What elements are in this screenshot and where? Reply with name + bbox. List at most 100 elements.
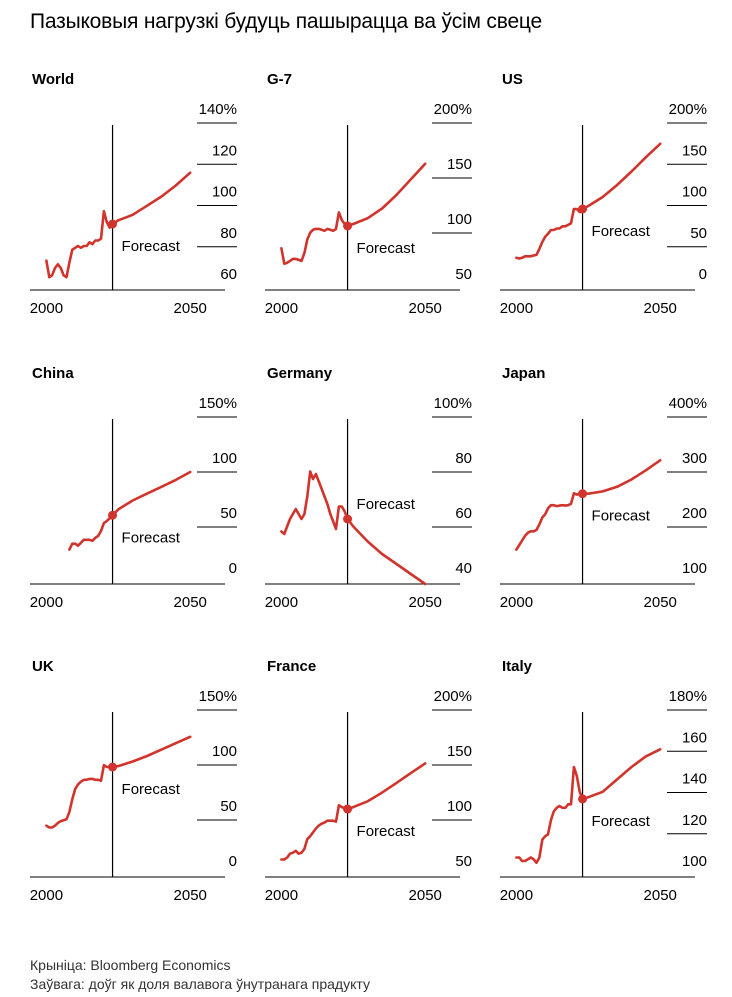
chart-title: G-7 [267,71,292,88]
y-tick-label: 100% [434,395,472,412]
forecast-marker [108,510,118,520]
source-note: Крыніца: Bloomberg Economics [30,957,231,973]
chart-world: World 140% 120 100 80 60 2000 2050 Forecast [30,71,237,317]
y-tick-label: 100 [682,184,707,201]
y-tick-label: 300 [682,450,707,467]
y-tick-label: 140% [199,101,237,118]
page-title: Пазыковыя нагрузкі будуць пашырацца ва ў… [30,10,543,33]
y-tick-label: 50 [455,266,472,283]
series-line [515,459,662,551]
series-line [280,762,427,861]
y-tick-label: 50 [220,798,237,815]
forecast-marker [343,804,353,814]
forecast-label: Forecast [122,529,181,546]
series-line [68,470,192,551]
forecast-label: Forecast [592,223,651,240]
forecast-label: Forecast [592,813,651,830]
chart-uk: UK 150% 100 50 0 2000 2050 Forecast [30,658,237,904]
y-tick-label: 50 [690,225,707,242]
y-tick-label: 100 [447,211,472,228]
y-tick-label: 0 [699,266,707,283]
chart-title: China [32,365,74,382]
x-tick-label: 2000 [265,300,298,317]
x-tick-label: 2000 [30,594,63,611]
y-tick-label: 150% [199,688,237,705]
x-tick-label: 2000 [30,887,63,904]
x-tick-label: 2000 [265,594,298,611]
y-tick-label: 100 [212,743,237,760]
footnote: Заўвага: доўг як доля валавога ўнутранаг… [30,976,370,992]
x-tick-label: 2000 [500,887,533,904]
x-tick-label: 2050 [174,594,207,611]
y-tick-label: 80 [220,225,237,242]
chart-title: Japan [502,365,545,382]
series-line [45,171,192,279]
y-tick-label: 60 [455,505,472,522]
forecast-label: Forecast [592,508,651,525]
y-tick-label: 0 [229,560,237,577]
chart-title: Germany [267,365,333,382]
forecast-marker [578,489,588,499]
y-tick-label: 150% [199,395,237,412]
x-tick-label: 2050 [174,887,207,904]
forecast-marker [578,794,588,804]
y-tick-label: 50 [220,505,237,522]
chart-japan: Japan 400% 300 200 100 2000 2050 Forecast [500,365,707,611]
chart-title: UK [32,658,54,675]
chart-g-7: G-7 200% 150 100 50 2000 2050 Forecast [265,71,472,317]
forecast-label: Forecast [122,781,181,798]
y-tick-label: 100 [212,450,237,467]
y-tick-label: 100 [682,853,707,870]
forecast-marker [343,221,353,231]
chart-us: US 200% 150 100 50 0 2000 2050 Forecast [500,71,707,317]
forecast-marker [108,219,118,229]
x-tick-label: 2000 [500,594,533,611]
x-tick-label: 2000 [500,300,533,317]
y-tick-label: 180% [669,688,707,705]
y-tick-label: 150 [447,743,472,760]
y-tick-label: 40 [455,560,472,577]
x-tick-label: 2000 [265,887,298,904]
y-tick-label: 200% [434,101,472,118]
y-tick-label: 120 [212,142,237,159]
y-tick-label: 400% [669,395,707,412]
series-line [515,748,662,865]
y-tick-label: 80 [455,450,472,467]
y-tick-label: 60 [220,266,237,283]
y-tick-label: 150 [447,156,472,173]
y-tick-label: 100 [682,560,707,577]
chart-title: World [32,71,74,88]
series-line [45,735,192,829]
x-tick-label: 2050 [644,300,677,317]
forecast-label: Forecast [357,823,416,840]
y-tick-label: 120 [682,812,707,829]
chart-italy: Italy 180% 160 140 120 100 2000 2050 Forecast [500,658,707,904]
y-tick-label: 140 [682,771,707,788]
x-tick-label: 2050 [174,300,207,317]
x-tick-label: 2050 [644,887,677,904]
y-tick-label: 50 [455,853,472,870]
forecast-label: Forecast [357,240,416,257]
forecast-marker [108,762,118,772]
y-tick-label: 200% [669,101,707,118]
chart-title: US [502,71,523,88]
chart-title: Italy [502,658,533,675]
series-line [280,162,427,266]
chart-title: France [267,658,316,675]
chart-china: China 150% 100 50 0 2000 2050 Forecast [30,365,237,611]
x-tick-label: 2050 [409,594,442,611]
chart-france: France 200% 150 100 50 2000 2050 Forecast [265,658,472,904]
y-tick-label: 100 [447,798,472,815]
x-tick-label: 2050 [409,887,442,904]
chart-germany: Germany 100% 80 60 40 2000 2050 Forecast [265,365,472,611]
x-tick-label: 2000 [30,300,63,317]
x-tick-label: 2050 [409,300,442,317]
series-line [515,142,662,260]
y-tick-label: 160 [682,729,707,746]
y-tick-label: 0 [229,853,237,870]
forecast-marker [343,514,353,524]
y-tick-label: 100 [212,184,237,201]
y-tick-label: 200 [682,505,707,522]
y-tick-label: 150 [682,142,707,159]
